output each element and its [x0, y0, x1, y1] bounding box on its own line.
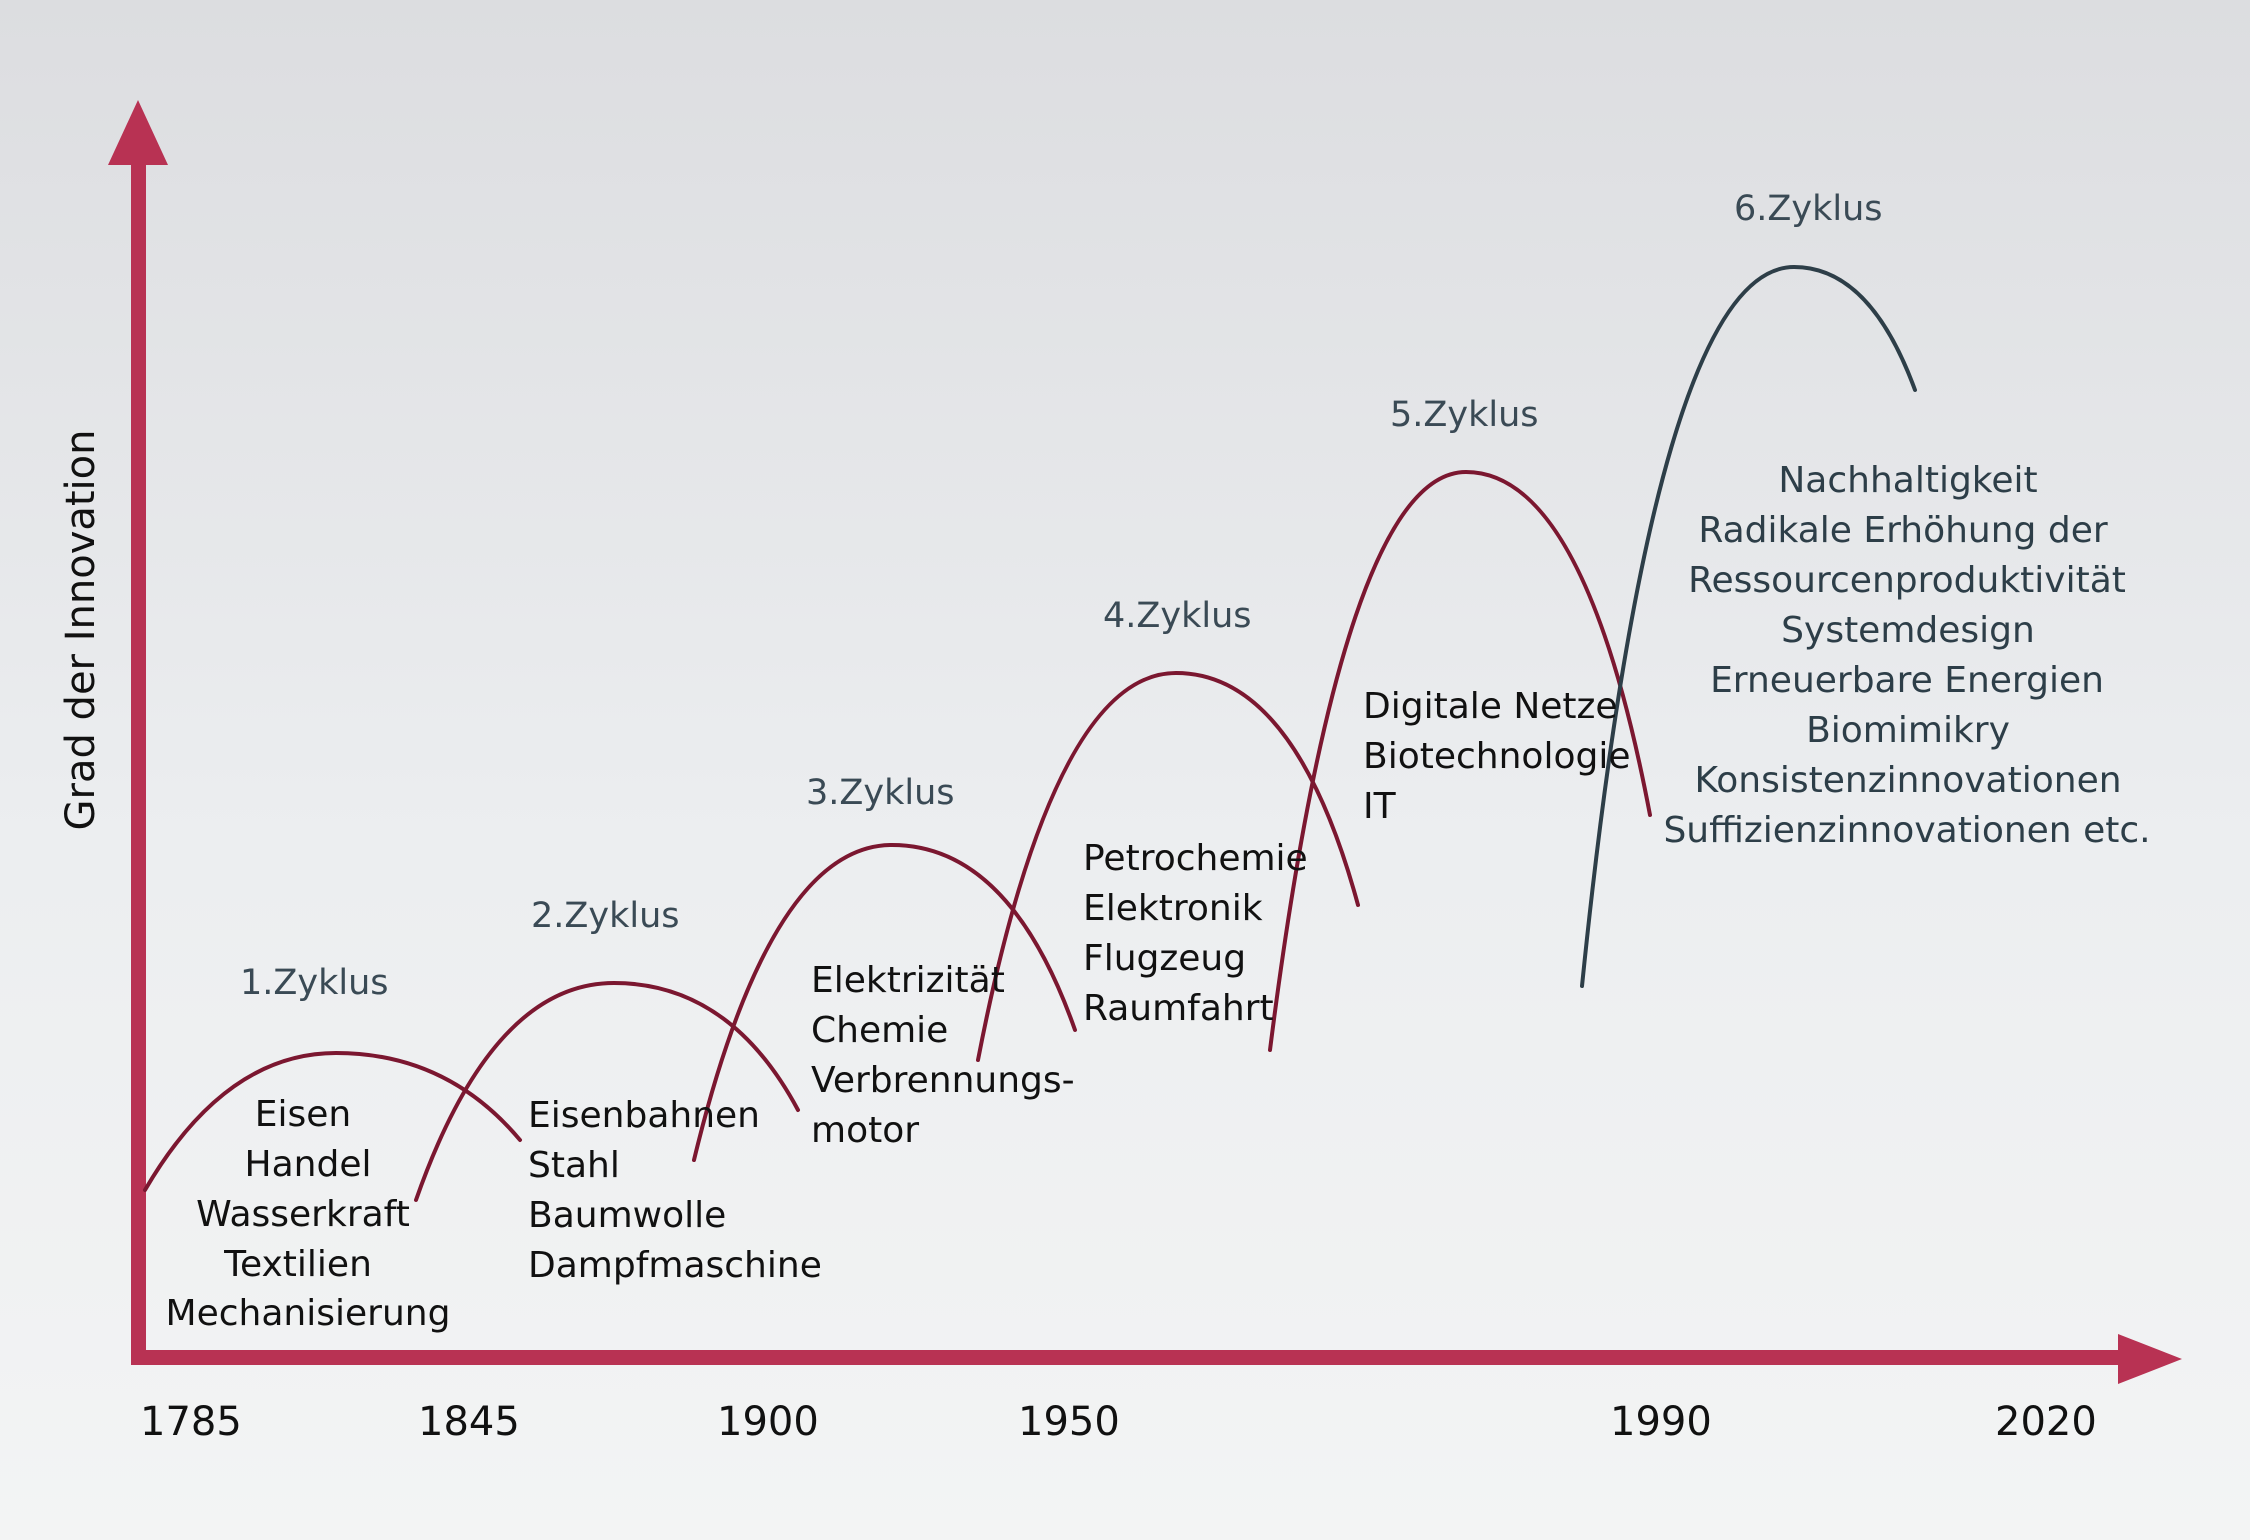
cycle-4-label: 4.Zyklus: [1103, 596, 1252, 636]
x-axis-arrowhead: [2118, 1334, 2182, 1384]
cycle-3-item: Chemie: [811, 1010, 948, 1051]
x-axis: [131, 1334, 2182, 1384]
cycle-4-item: Elektronik: [1083, 888, 1263, 929]
x-tick-label-2020: 2020: [1995, 1399, 2097, 1445]
cycle-5-label: 5.Zyklus: [1390, 395, 1539, 435]
cycle-1-item: Handel: [245, 1144, 372, 1185]
y-axis-arrowhead: [108, 100, 168, 165]
cycle-2-label: 2.Zyklus: [531, 896, 680, 936]
cycle-1-item: Textilien: [223, 1244, 372, 1285]
x-tick-label-1900: 1900: [717, 1399, 819, 1445]
cycle-4-items: Petrochemie Elektronik Flugzeug Raumfahr…: [1083, 838, 1308, 1029]
cycle-3-label: 3.Zyklus: [806, 773, 955, 813]
cycle-6-item: Suffizienzinnovationen etc.: [1663, 810, 2150, 851]
cycle-2-item: Baumwolle: [528, 1195, 726, 1236]
cycle-3-curve: [692, 842, 1077, 1162]
x-tick-labels: 1785 1845 1900 1950 1990 2020: [140, 1399, 2097, 1445]
cycle-2-items: Eisenbahnen Stahl Baumwolle Dampfmaschin…: [528, 1095, 822, 1286]
x-tick-label-1990: 1990: [1610, 1399, 1712, 1445]
cycle-4-curve: [976, 670, 1360, 1062]
y-axis: Grad der Innovation: [58, 100, 168, 1362]
cycle-5-curve: [1268, 469, 1652, 1052]
cycle-6-item: Systemdesign: [1781, 610, 2035, 651]
cycle-6-item: Konsistenzinnovationen: [1694, 760, 2121, 801]
cycle-6-items: Nachhaltigkeit Radikale Erhöhung der Res…: [1663, 460, 2150, 851]
x-tick-label-1785: 1785: [140, 1399, 242, 1445]
cycle-3-item: Elektrizität: [811, 960, 1005, 1001]
cycle-1-item: Wasserkraft: [196, 1194, 410, 1235]
y-axis-label: Grad der Innovation: [58, 430, 104, 831]
cycle-5-item: Digitale Netze: [1363, 686, 1618, 727]
cycle-2-curve: [414, 980, 800, 1202]
cycle-6-curve: [1580, 264, 1917, 988]
y-axis-line: [131, 158, 146, 1362]
cycle-6-item: Radikale Erhöhung der: [1698, 510, 2108, 551]
cycle-5-items: Digitale Netze Biotechnologie IT: [1363, 686, 1630, 827]
cycle-1-item: Mechanisierung: [166, 1293, 451, 1334]
cycle-1-items: Eisen Handel Wasserkraft Textilien Mecha…: [166, 1094, 451, 1334]
cycle-6-item: Erneuerbare Energien: [1710, 660, 2104, 701]
cycle-curves: [143, 264, 1917, 1202]
cycle-4-item: Petrochemie: [1083, 838, 1308, 879]
cycle-4-item: Flugzeug: [1083, 938, 1246, 979]
cycle-3-item: Verbrennungs-: [811, 1060, 1075, 1101]
cycle-6-item: Nachhaltigkeit: [1778, 460, 2037, 501]
cycle-5-item: IT: [1363, 786, 1397, 827]
cycle-2-item: Stahl: [528, 1145, 620, 1186]
cycle-6-label: 6.Zyklus: [1734, 189, 1883, 229]
cycle-labels: 1.Zyklus 2.Zyklus 3.Zyklus 4.Zyklus 5.Zy…: [240, 189, 1883, 1003]
cycle-5-item: Biotechnologie: [1363, 736, 1630, 777]
cycle-1-curve: [143, 1050, 522, 1192]
cycle-3-items: Elektrizität Chemie Verbrennungs- motor: [811, 960, 1075, 1151]
x-axis-line: [131, 1350, 2131, 1365]
cycle-2-item: Eisenbahnen: [528, 1095, 760, 1136]
cycle-4-item: Raumfahrt: [1083, 988, 1274, 1029]
cycle-6-item: Ressourcenproduktivität: [1688, 560, 2126, 601]
cycle-6-item: Biomimikry: [1806, 710, 2010, 751]
cycle-1-item: Eisen: [255, 1094, 351, 1135]
cycle-3-item: motor: [811, 1110, 919, 1151]
cycle-2-item: Dampfmaschine: [528, 1245, 822, 1286]
x-tick-label-1950: 1950: [1018, 1399, 1120, 1445]
cycle-1-label: 1.Zyklus: [240, 963, 389, 1003]
x-tick-label-1845: 1845: [418, 1399, 520, 1445]
